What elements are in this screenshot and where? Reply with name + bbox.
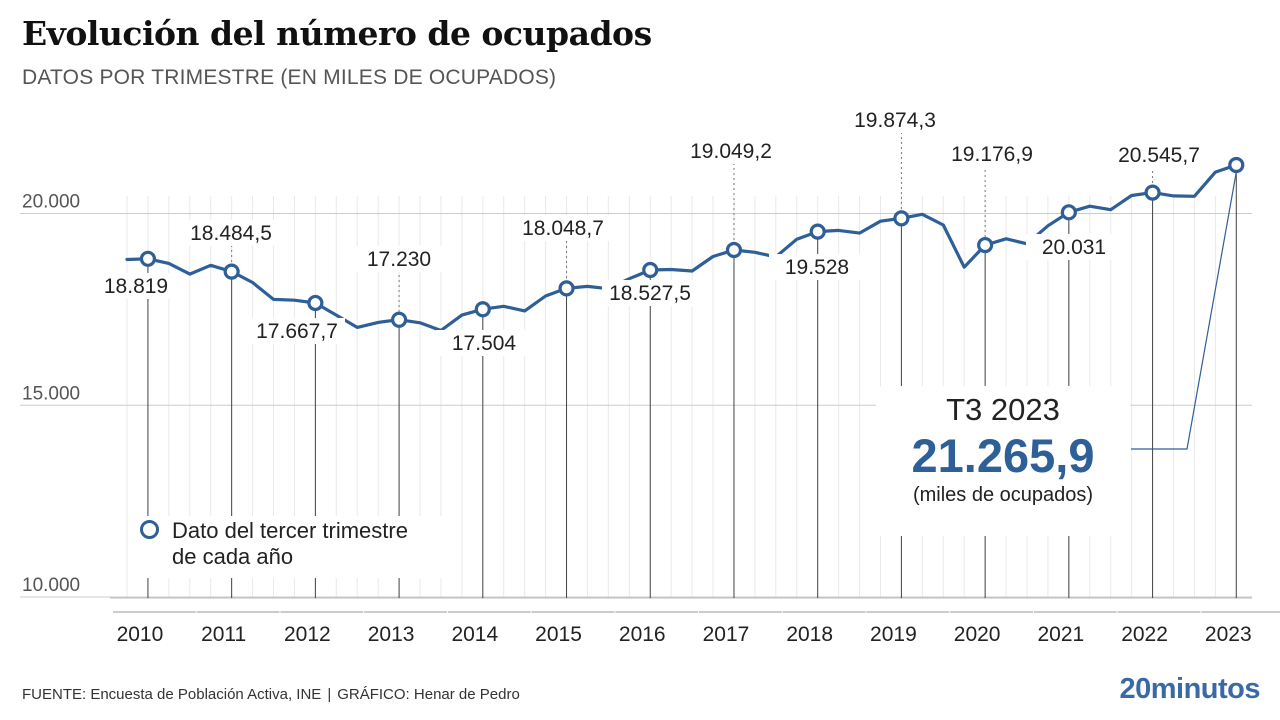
highlight-point <box>893 210 910 227</box>
value-label-bg <box>683 138 779 164</box>
x-tick-label: 2021 <box>1037 623 1084 646</box>
value-label: 19.049,2 <box>690 140 772 163</box>
legend-line-2: de cada año <box>172 544 294 569</box>
value-label: 19.528 <box>785 256 849 279</box>
value-label: 17.504 <box>452 332 517 355</box>
x-tick-label: 2011 <box>201 623 246 646</box>
value-label: 18.819 <box>104 275 168 298</box>
footer-source: FUENTE: Encuesta de Población Activa, IN… <box>22 686 322 703</box>
chart-title: Evolución del número de ocupados <box>22 14 652 53</box>
brand-logo: 20minutos <box>1119 673 1260 705</box>
highlight-point <box>1228 156 1245 174</box>
chart-subtitle: DATOS POR TRIMESTRE (EN MILES DE OCUPADO… <box>22 66 557 89</box>
footer-credit: GRÁFICO: Henar de Pedro <box>337 686 520 703</box>
value-label-bg <box>847 107 943 133</box>
x-tick-label: 2020 <box>954 623 1001 646</box>
value-label-bg <box>1026 234 1122 260</box>
callout-connector <box>1131 171 1237 450</box>
highlight-point <box>474 301 491 318</box>
highlight-point <box>977 236 994 254</box>
footer: FUENTE: Encuesta de Población Activa, IN… <box>22 686 520 703</box>
y-tick-label: 10.000 <box>22 575 80 596</box>
highlight-point <box>642 261 659 279</box>
highlight-point <box>558 280 575 297</box>
x-tick-label: 2010 <box>117 623 164 646</box>
value-label: 20.545,7 <box>1118 144 1200 167</box>
x-tick-label: 2022 <box>1121 623 1168 646</box>
legend-line-1: Dato del tercer trimestre <box>172 518 408 543</box>
x-tick-label: 2018 <box>786 623 833 646</box>
highlight-callout: T3 2023 21.265,9 (miles de ocupados) <box>876 386 1130 536</box>
value-label: 17.667,7 <box>256 320 338 343</box>
value-label: 20.031 <box>1042 236 1106 259</box>
x-tick-label: 2019 <box>870 623 917 646</box>
highlight-point <box>725 241 743 259</box>
value-label-bg <box>602 280 698 306</box>
value-label: 18.527,5 <box>609 282 691 305</box>
x-tick-label: 2016 <box>619 623 666 646</box>
value-label: 19.176,9 <box>951 143 1033 166</box>
callout-label: T3 2023 <box>946 392 1060 427</box>
value-label-bg <box>769 254 865 280</box>
highlight-point <box>223 263 240 280</box>
value-label-bg <box>944 141 1040 167</box>
value-label: 18.484,5 <box>190 222 272 245</box>
highlight-point <box>809 223 826 240</box>
highlight-point <box>1144 184 1161 201</box>
value-label: 17.230 <box>367 248 431 271</box>
value-label-bg <box>249 318 345 344</box>
x-tick-label: 2023 <box>1205 623 1252 646</box>
x-tick-label: 2015 <box>535 623 582 646</box>
callout-unit: (miles de ocupados) <box>912 484 1094 506</box>
value-label-bg <box>515 215 611 241</box>
y-tick-label: 15.000 <box>22 383 80 404</box>
x-tick-label: 2017 <box>703 623 750 646</box>
legend: Dato del tercer trimestre de cada año <box>136 516 456 578</box>
y-tick-label: 20.000 <box>22 192 80 213</box>
value-label-bg <box>351 246 447 272</box>
x-tick-label: 2013 <box>368 623 415 646</box>
x-tick-label: 2012 <box>284 623 331 646</box>
value-label-bg <box>1111 142 1207 168</box>
highlight-point <box>307 294 324 312</box>
callout-value: 21.265,9 <box>911 429 1095 482</box>
value-label-bg <box>183 220 279 246</box>
highlight-point <box>139 250 157 267</box>
legend-marker-icon <box>140 520 159 539</box>
value-label-bg <box>88 273 184 299</box>
highlight-point <box>1060 204 1077 221</box>
value-label-bg <box>436 330 532 356</box>
highlight-point <box>390 311 408 328</box>
footer-separator: | <box>327 686 332 703</box>
value-label: 19.874,3 <box>854 109 936 132</box>
x-tick-label: 2014 <box>451 623 498 646</box>
value-label: 18.048,7 <box>522 217 604 240</box>
